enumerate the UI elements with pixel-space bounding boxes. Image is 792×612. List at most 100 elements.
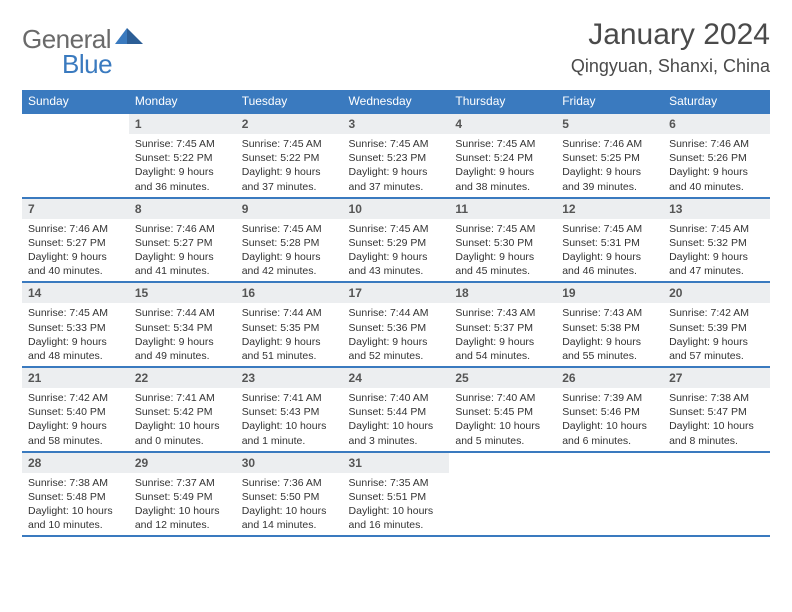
- sunset-text: Sunset: 5:43 PM: [242, 405, 337, 419]
- sunset-text: Sunset: 5:46 PM: [562, 405, 657, 419]
- sunset-text: Sunset: 5:35 PM: [242, 321, 337, 335]
- day-details: Sunrise: 7:45 AMSunset: 5:33 PMDaylight:…: [22, 303, 129, 366]
- sunrise-text: Sunrise: 7:46 AM: [28, 222, 123, 236]
- month-title: January 2024: [571, 18, 770, 52]
- sunset-text: Sunset: 5:26 PM: [669, 151, 764, 165]
- sunset-text: Sunset: 5:38 PM: [562, 321, 657, 335]
- weekday-header: Thursday: [449, 90, 556, 113]
- calendar-day-cell: 29Sunrise: 7:37 AMSunset: 5:49 PMDayligh…: [129, 452, 236, 537]
- day-details: Sunrise: 7:44 AMSunset: 5:34 PMDaylight:…: [129, 303, 236, 366]
- sunrise-text: Sunrise: 7:36 AM: [242, 476, 337, 490]
- daylight-text: Daylight: 10 hours and 12 minutes.: [135, 504, 230, 532]
- sunset-text: Sunset: 5:31 PM: [562, 236, 657, 250]
- sunrise-text: Sunrise: 7:41 AM: [242, 391, 337, 405]
- daylight-text: Daylight: 10 hours and 0 minutes.: [135, 419, 230, 447]
- brand-word2: Blue: [62, 49, 145, 80]
- daylight-text: Daylight: 9 hours and 49 minutes.: [135, 335, 230, 363]
- calendar-table: Sunday Monday Tuesday Wednesday Thursday…: [22, 90, 770, 537]
- logo-mark-icon: [115, 33, 145, 50]
- day-details: Sunrise: 7:37 AMSunset: 5:49 PMDaylight:…: [129, 473, 236, 536]
- calendar-day-cell: 24Sunrise: 7:40 AMSunset: 5:44 PMDayligh…: [343, 367, 450, 452]
- day-details: Sunrise: 7:40 AMSunset: 5:45 PMDaylight:…: [449, 388, 556, 451]
- day-details: Sunrise: 7:45 AMSunset: 5:22 PMDaylight:…: [236, 134, 343, 197]
- sunrise-text: Sunrise: 7:44 AM: [349, 306, 444, 320]
- weekday-header: Tuesday: [236, 90, 343, 113]
- sunset-text: Sunset: 5:47 PM: [669, 405, 764, 419]
- calendar-day-cell: 14Sunrise: 7:45 AMSunset: 5:33 PMDayligh…: [22, 282, 129, 367]
- weekday-header: Sunday: [22, 90, 129, 113]
- calendar-day-cell: 26Sunrise: 7:39 AMSunset: 5:46 PMDayligh…: [556, 367, 663, 452]
- sunrise-text: Sunrise: 7:45 AM: [242, 137, 337, 151]
- calendar-week-row: 28Sunrise: 7:38 AMSunset: 5:48 PMDayligh…: [22, 452, 770, 537]
- daylight-text: Daylight: 9 hours and 40 minutes.: [669, 165, 764, 193]
- day-number: 7: [22, 199, 129, 219]
- sunset-text: Sunset: 5:49 PM: [135, 490, 230, 504]
- day-details: Sunrise: 7:38 AMSunset: 5:47 PMDaylight:…: [663, 388, 770, 451]
- location-text: Qingyuan, Shanxi, China: [571, 56, 770, 77]
- calendar-day-cell: 30Sunrise: 7:36 AMSunset: 5:50 PMDayligh…: [236, 452, 343, 537]
- day-details: Sunrise: 7:40 AMSunset: 5:44 PMDaylight:…: [343, 388, 450, 451]
- sunrise-text: Sunrise: 7:40 AM: [455, 391, 550, 405]
- day-number: 15: [129, 283, 236, 303]
- sunrise-text: Sunrise: 7:46 AM: [669, 137, 764, 151]
- daylight-text: Daylight: 10 hours and 6 minutes.: [562, 419, 657, 447]
- sunrise-text: Sunrise: 7:45 AM: [349, 222, 444, 236]
- calendar-day-cell: 2Sunrise: 7:45 AMSunset: 5:22 PMDaylight…: [236, 113, 343, 198]
- brand-logo: General Blue: [22, 24, 145, 80]
- sunset-text: Sunset: 5:33 PM: [28, 321, 123, 335]
- daylight-text: Daylight: 9 hours and 48 minutes.: [28, 335, 123, 363]
- day-number: 19: [556, 283, 663, 303]
- calendar-week-row: 7Sunrise: 7:46 AMSunset: 5:27 PMDaylight…: [22, 198, 770, 283]
- sunrise-text: Sunrise: 7:38 AM: [669, 391, 764, 405]
- calendar-day-cell: 21Sunrise: 7:42 AMSunset: 5:40 PMDayligh…: [22, 367, 129, 452]
- calendar-day-cell: 31Sunrise: 7:35 AMSunset: 5:51 PMDayligh…: [343, 452, 450, 537]
- calendar-day-cell: 8Sunrise: 7:46 AMSunset: 5:27 PMDaylight…: [129, 198, 236, 283]
- daylight-text: Daylight: 9 hours and 39 minutes.: [562, 165, 657, 193]
- daylight-text: Daylight: 9 hours and 46 minutes.: [562, 250, 657, 278]
- day-number: 24: [343, 368, 450, 388]
- sunset-text: Sunset: 5:45 PM: [455, 405, 550, 419]
- day-details: Sunrise: 7:46 AMSunset: 5:25 PMDaylight:…: [556, 134, 663, 197]
- day-details: Sunrise: 7:46 AMSunset: 5:27 PMDaylight:…: [22, 219, 129, 282]
- day-number: 13: [663, 199, 770, 219]
- calendar-day-cell: 25Sunrise: 7:40 AMSunset: 5:45 PMDayligh…: [449, 367, 556, 452]
- day-details: Sunrise: 7:45 AMSunset: 5:30 PMDaylight:…: [449, 219, 556, 282]
- day-number: 2: [236, 114, 343, 134]
- sunset-text: Sunset: 5:27 PM: [28, 236, 123, 250]
- calendar-day-cell: 18Sunrise: 7:43 AMSunset: 5:37 PMDayligh…: [449, 282, 556, 367]
- weekday-header: Wednesday: [343, 90, 450, 113]
- calendar-day-cell: 5Sunrise: 7:46 AMSunset: 5:25 PMDaylight…: [556, 113, 663, 198]
- calendar-day-cell: 4Sunrise: 7:45 AMSunset: 5:24 PMDaylight…: [449, 113, 556, 198]
- day-number: 26: [556, 368, 663, 388]
- day-details: Sunrise: 7:44 AMSunset: 5:35 PMDaylight:…: [236, 303, 343, 366]
- day-details: Sunrise: 7:45 AMSunset: 5:24 PMDaylight:…: [449, 134, 556, 197]
- sunrise-text: Sunrise: 7:43 AM: [455, 306, 550, 320]
- day-number: 28: [22, 453, 129, 473]
- sunrise-text: Sunrise: 7:45 AM: [349, 137, 444, 151]
- sunset-text: Sunset: 5:44 PM: [349, 405, 444, 419]
- sunset-text: Sunset: 5:29 PM: [349, 236, 444, 250]
- sunset-text: Sunset: 5:30 PM: [455, 236, 550, 250]
- calendar-day-cell: [663, 452, 770, 537]
- day-details: Sunrise: 7:42 AMSunset: 5:40 PMDaylight:…: [22, 388, 129, 451]
- sunset-text: Sunset: 5:51 PM: [349, 490, 444, 504]
- day-number: 22: [129, 368, 236, 388]
- sunrise-text: Sunrise: 7:46 AM: [562, 137, 657, 151]
- calendar-day-cell: 28Sunrise: 7:38 AMSunset: 5:48 PMDayligh…: [22, 452, 129, 537]
- daylight-text: Daylight: 10 hours and 8 minutes.: [669, 419, 764, 447]
- title-block: January 2024 Qingyuan, Shanxi, China: [571, 18, 770, 77]
- daylight-text: Daylight: 10 hours and 5 minutes.: [455, 419, 550, 447]
- sunset-text: Sunset: 5:36 PM: [349, 321, 444, 335]
- day-number: 8: [129, 199, 236, 219]
- calendar-day-cell: 19Sunrise: 7:43 AMSunset: 5:38 PMDayligh…: [556, 282, 663, 367]
- day-details: Sunrise: 7:42 AMSunset: 5:39 PMDaylight:…: [663, 303, 770, 366]
- day-details: Sunrise: 7:46 AMSunset: 5:26 PMDaylight:…: [663, 134, 770, 197]
- sunset-text: Sunset: 5:34 PM: [135, 321, 230, 335]
- calendar-day-cell: [556, 452, 663, 537]
- sunrise-text: Sunrise: 7:44 AM: [242, 306, 337, 320]
- daylight-text: Daylight: 9 hours and 47 minutes.: [669, 250, 764, 278]
- day-details: Sunrise: 7:38 AMSunset: 5:48 PMDaylight:…: [22, 473, 129, 536]
- sunrise-text: Sunrise: 7:45 AM: [669, 222, 764, 236]
- calendar-day-cell: 23Sunrise: 7:41 AMSunset: 5:43 PMDayligh…: [236, 367, 343, 452]
- day-number: 5: [556, 114, 663, 134]
